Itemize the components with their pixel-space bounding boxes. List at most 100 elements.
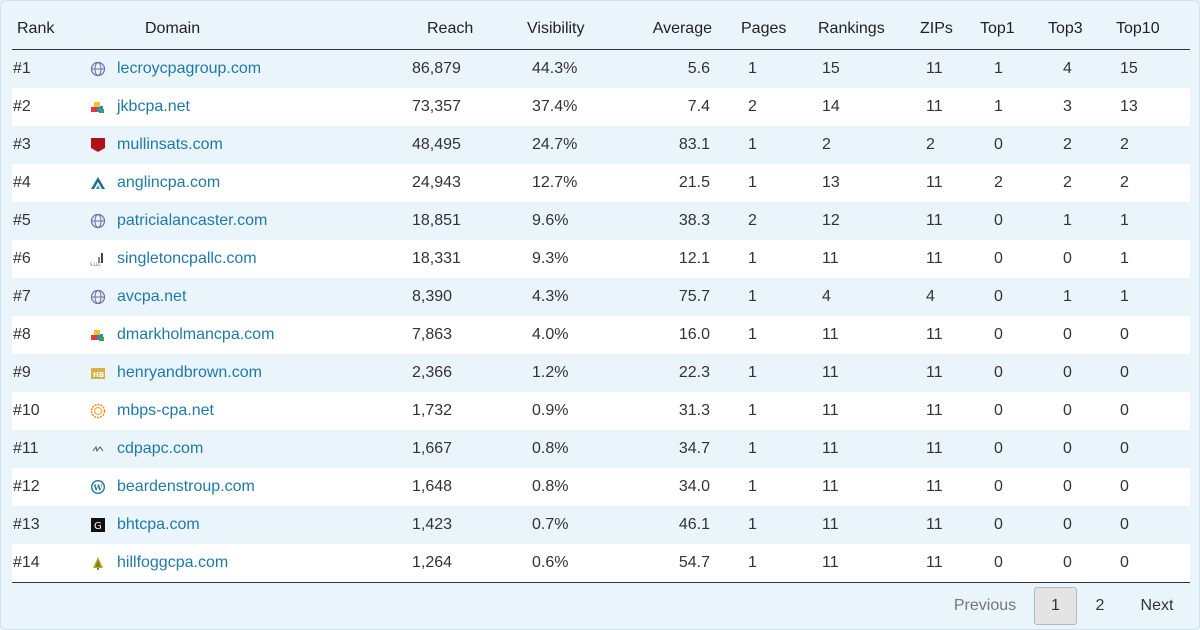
header-domain[interactable]: Domain [90, 9, 412, 50]
table-row: #14 hillfoggcpa.com 1,264 0.6% 54.7 1 11 11 0 0 0 [12, 543, 1190, 582]
cell-reach: 73,357 [412, 97, 461, 115]
red-shield-icon [90, 137, 106, 153]
cell-visibility: 12.7% [532, 173, 578, 191]
cell-top10: 0 [1120, 439, 1129, 457]
cell-visibility: 0.7% [532, 515, 569, 533]
domain-link[interactable]: beardenstroup.com [117, 477, 255, 495]
cell-average: 75.7 [678, 287, 710, 305]
cell-domain: mullinsats.com [90, 126, 412, 164]
cell-zips: 11 [926, 401, 943, 419]
svg-text:G: G [94, 521, 102, 532]
pagination-previous-button[interactable]: Previous [953, 597, 1017, 614]
table-row: #8 dmarkholmancpa.com 7,863 4.0% 16.0 1 11 11 0 0… [12, 315, 1190, 354]
cell-domain: avcpa.net [90, 278, 412, 316]
cell-domain: patricialancaster.com [90, 202, 412, 240]
header-average[interactable]: Average [622, 9, 712, 50]
cell-top10: 2 [1120, 135, 1129, 153]
domain-link[interactable]: henryandbrown.com [117, 363, 262, 381]
cell-average: 46.1 [678, 515, 710, 533]
cell-zips: 11 [926, 97, 943, 115]
cell-pages: 1 [748, 439, 757, 457]
cell-zips: 2 [926, 135, 935, 153]
cell-zips: 11 [926, 515, 943, 533]
domain-link[interactable]: singletoncpallc.com [117, 249, 257, 267]
header-visibility[interactable]: Visibility [522, 9, 622, 50]
cell-visibility: 37.4% [532, 97, 578, 115]
cell-visibility: 24.7% [532, 135, 578, 153]
cell-rank: #4 [13, 173, 31, 191]
cell-zips: 11 [926, 249, 943, 267]
domain-link[interactable]: patricialancaster.com [117, 211, 268, 229]
header-top3[interactable]: Top3 [1035, 9, 1103, 50]
pagination-next-button[interactable]: Next [1140, 597, 1174, 614]
svg-text:S.LLC: S.LLC [90, 262, 101, 267]
header-top10[interactable]: Top10 [1103, 9, 1190, 50]
header-top1[interactable]: Top1 [966, 9, 1035, 50]
wordpress-icon: W [90, 479, 106, 495]
domain-link[interactable]: jkbcpa.net [117, 97, 190, 115]
colorful-blocks-icon [90, 99, 106, 115]
cell-rank: #14 [13, 553, 40, 571]
pagination: Previous 1 2 Next [1, 587, 1200, 625]
header-zips[interactable]: ZIPs [906, 9, 966, 50]
colorful-blocks-icon [90, 327, 106, 343]
header-reach[interactable]: Reach [412, 9, 522, 50]
domain-link[interactable]: lecroycpagroup.com [117, 59, 262, 77]
cell-top3: 0 [1063, 325, 1072, 343]
cell-reach: 8,390 [412, 287, 453, 305]
cell-top3: 0 [1063, 553, 1072, 571]
header-pages[interactable]: Pages [712, 9, 796, 50]
header-rankings[interactable]: Rankings [796, 9, 906, 50]
cell-top10: 0 [1120, 363, 1129, 381]
domain-link[interactable]: cdpapc.com [117, 439, 204, 457]
cell-zips: 11 [926, 477, 943, 495]
cell-top1: 0 [994, 249, 1003, 267]
cell-top3: 2 [1063, 135, 1072, 153]
orange-ring-icon [90, 403, 106, 419]
header-rank[interactable]: Rank [12, 9, 90, 50]
cell-average: 12.1 [678, 249, 710, 267]
cell-average: 22.3 [678, 363, 710, 381]
cell-rankings: 11 [822, 439, 839, 457]
cell-rank: #2 [13, 97, 31, 115]
domain-link[interactable]: hillfoggcpa.com [117, 553, 229, 571]
cell-domain: HB henryandbrown.com [90, 354, 412, 392]
rankings-table: Rank Domain Reach Visibility Average Pag… [12, 9, 1190, 583]
cell-top1: 0 [994, 477, 1003, 495]
cell-rankings: 2 [822, 135, 831, 153]
cell-top10: 0 [1120, 515, 1129, 533]
cell-rankings: 11 [822, 249, 839, 267]
domain-link[interactable]: bhtcpa.com [117, 515, 200, 533]
cell-zips: 11 [926, 211, 943, 229]
cell-average: 54.7 [678, 553, 710, 571]
small-mark-icon [90, 441, 106, 457]
cell-top1: 0 [994, 325, 1003, 343]
domain-link[interactable]: avcpa.net [117, 287, 187, 305]
cell-reach: 1,423 [412, 515, 453, 533]
cell-top1: 0 [994, 401, 1003, 419]
cell-pages: 1 [748, 59, 757, 77]
cell-top1: 2 [994, 173, 1003, 191]
cell-average: 38.3 [678, 211, 710, 229]
pagination-page-2-button[interactable]: 2 [1095, 597, 1105, 614]
cell-rank: #13 [13, 515, 40, 533]
cell-reach: 1,264 [412, 553, 453, 571]
cell-reach: 2,366 [412, 363, 453, 381]
cell-top3: 2 [1063, 173, 1072, 191]
table-row: #3 mullinsats.com 48,495 24.7% 83.1 1 2 2 0 2 2 [12, 125, 1190, 164]
cell-pages: 1 [748, 515, 757, 533]
cell-visibility: 1.2% [532, 363, 569, 381]
table-row: #6 S.LLC singletoncpallc.com 18,331 9.3% 12.1… [12, 239, 1190, 278]
domain-link[interactable]: mbps-cpa.net [117, 401, 214, 419]
globe-icon [90, 213, 106, 229]
domain-link[interactable]: mullinsats.com [117, 135, 223, 153]
cell-top1: 0 [994, 287, 1003, 305]
table-row: #2 jkbcpa.net 73,357 37.4% 7.4 2 14 11 1 3 13 [12, 87, 1190, 126]
cell-reach: 86,879 [412, 59, 461, 77]
cell-top3: 0 [1063, 363, 1072, 381]
pagination-page-1-button[interactable]: 1 [1034, 587, 1077, 625]
domain-link[interactable]: dmarkholmancpa.com [117, 325, 275, 343]
domain-link[interactable]: anglincpa.com [117, 173, 221, 191]
cell-rankings: 11 [822, 553, 839, 571]
